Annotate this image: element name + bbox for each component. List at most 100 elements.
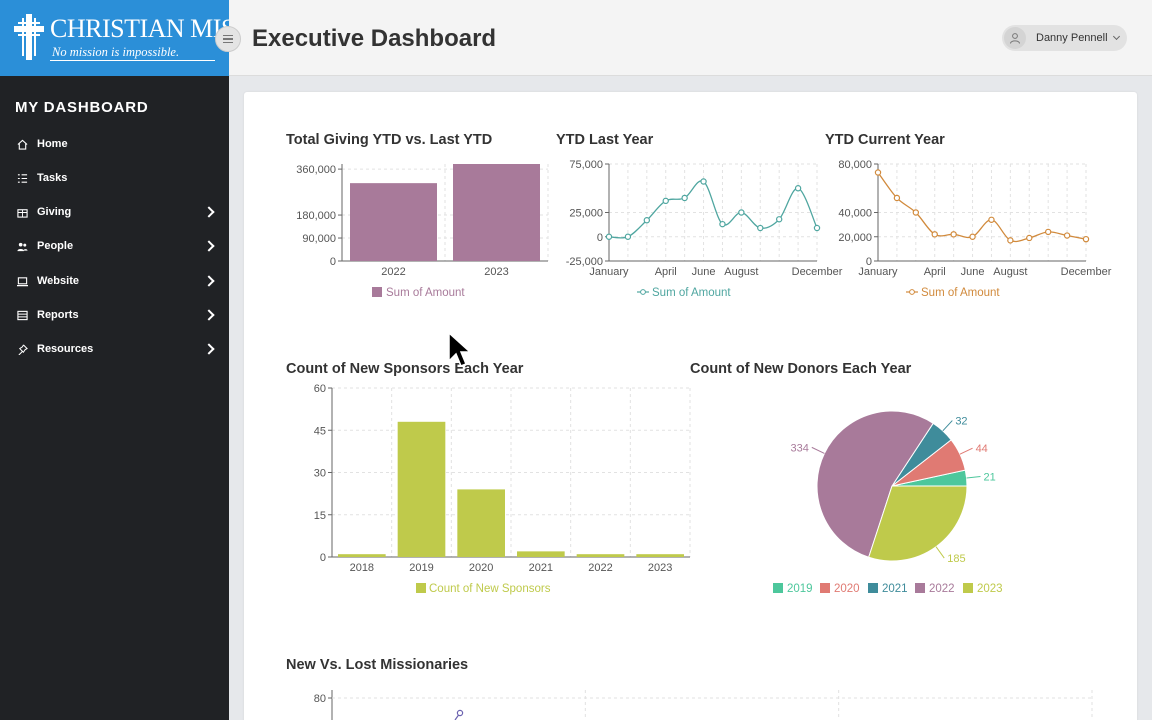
missionaries-point [456,709,464,717]
ytd-current-point [931,231,938,238]
user-name: Danny Pennell [1036,32,1108,44]
tagline-underline [50,60,215,61]
cross-logo-icon [14,14,44,60]
ytd-last-point [757,224,764,232]
ytd-current-xtick-label: January [858,266,898,278]
giving-legend-swatch [372,287,382,297]
sidebar-item-label: Reports [37,309,79,321]
ytd-last-xtick-label: January [589,266,629,278]
sponsors-ytick-label: 45 [314,425,326,437]
sponsors-bar [397,421,446,557]
pie-legend-label: 2020 [834,583,860,595]
ytd-current-xtick-label: April [924,266,946,278]
sponsors-ytick-label: 0 [320,552,326,564]
ytd-last-point [700,178,707,185]
sidebar-item-giving[interactable]: Giving [0,197,229,227]
ytd-last-point [605,233,613,240]
chart-title-ytd-current-year: YTD Current Year [825,132,945,148]
ytd-last-point [794,185,802,192]
giving-bar [453,164,540,261]
pie-slice [816,410,934,558]
sidebar-item-label: Tasks [37,172,68,184]
tasks-icon [16,172,28,184]
ytd-current-point [1044,228,1052,236]
pie-label-leader [959,447,973,455]
ytd-current-point [1082,235,1090,243]
ytd-current-point [874,169,882,176]
ytd-current-point [1026,234,1033,242]
sidebar-item-resources[interactable]: Resources [0,334,229,364]
chart-title-ytd-last-year: YTD Last Year [556,132,654,148]
pie-legend-swatch [915,583,925,593]
brand-name: CHRISTIAN MISSION [50,14,229,43]
ytd-current-ytick-label: 20,000 [838,232,872,244]
ytd-last-xtick-label: June [692,266,716,278]
ytd-current-series-line [877,172,1087,243]
sidebar-item-people[interactable]: People [0,231,229,261]
giving-ytick-label: 180,000 [296,210,336,222]
sponsors-bar [636,554,684,557]
sponsors-bar [338,554,386,557]
sponsors-xtick-label: 2018 [350,562,374,574]
ytd-current-legend-label: Sum of Amount [921,287,1000,299]
pie-label-leader [935,546,945,559]
pie-label-leader [966,475,981,479]
ytd-current-ytick-label: 80,000 [838,159,872,171]
sidebar-item-reports[interactable]: Reports [0,300,229,330]
pie-legend-label: 2023 [977,583,1003,595]
pie-legend-label: 2022 [929,583,955,595]
ytd-last-point [775,216,783,223]
sidebar: MY DASHBOARD Home Tasks Giving People We… [0,76,229,720]
sponsors-xtick-label: 2023 [648,562,672,574]
ytd-current-xtick-label: December [1061,266,1112,278]
giving-ytick-label: 90,000 [302,233,336,245]
giving-xtick-label: 2023 [484,266,508,278]
website-icon [16,275,28,287]
sponsors-ytick-label: 30 [314,468,326,480]
sidebar-item-label: Resources [37,343,94,355]
resources-icon [16,343,28,355]
pie-legend-swatch [868,583,878,593]
sponsors-bar [457,489,505,557]
sponsors-bar [576,554,625,557]
sidebar-item-label: Website [37,275,79,287]
pie-data-label: 334 [790,442,808,454]
ytd-last-legend-marker [640,289,646,295]
ytd-last-legend-label: Sum of Amount [652,287,731,299]
ytd-last-point [662,197,669,205]
ytd-last-point [813,224,821,232]
sponsors-xtick-label: 2021 [529,562,553,574]
pie-data-label: 21 [983,471,995,483]
sponsors-xtick-label: 2022 [588,562,612,574]
ytd-current-point [988,216,995,223]
pie-data-label: 32 [955,416,967,428]
sponsors-xtick-label: 2019 [409,562,433,574]
ytd-last-ytick-label: 0 [597,232,603,244]
ytd-current-point [1007,237,1014,244]
user-avatar-icon [1004,27,1026,49]
pie-legend-swatch [773,583,783,593]
sidebar-item-website[interactable]: Website [0,266,229,296]
mouse-cursor-icon [448,331,472,367]
sidebar-item-home[interactable]: Home [0,129,229,159]
brand-logo[interactable]: CHRISTIAN MISSION No mission is impossib… [0,0,229,76]
chart-title-new-vs-lost: New Vs. Lost Missionaries [286,657,469,673]
home-icon [16,138,28,150]
ytd-current-ytick-label: 0 [866,256,872,268]
ytd-last-point [643,217,651,224]
sidebar-item-label: Giving [37,206,72,218]
menu-toggle-button[interactable] [215,26,241,52]
giving-legend-label: Sum of Amount [386,287,465,299]
sponsors-bar [517,551,565,557]
ytd-current-point [893,194,901,202]
ytd-last-ytick-label: -25,000 [566,256,603,268]
giving-ytick-label: 0 [330,256,336,268]
sidebar-item-tasks[interactable]: Tasks [0,163,229,193]
pie-data-label: 185 [947,553,965,565]
user-menu-button[interactable]: Danny Pennell [1002,25,1127,51]
ytd-last-xtick-label: April [655,266,677,278]
pie-legend-label: 2021 [882,583,908,595]
giving-icon [16,206,28,218]
ytd-current-point [912,209,920,216]
missionaries-ytick-label: 80 [314,693,326,705]
